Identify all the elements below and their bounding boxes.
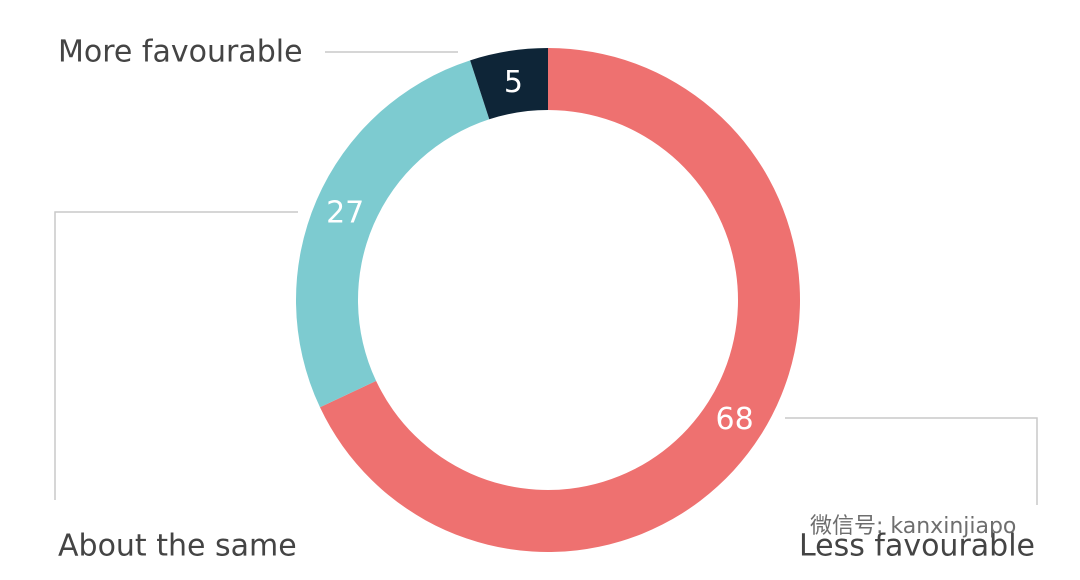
leader-line	[785, 417, 1038, 505]
category-label: Less favourable	[799, 529, 1035, 564]
donut-segment	[295, 60, 490, 408]
category-label: More favourable	[58, 35, 303, 70]
leader-line	[54, 211, 298, 500]
donut-segment	[470, 48, 548, 120]
value-label: 27	[326, 196, 364, 231]
category-label: About the same	[58, 529, 297, 564]
watermark: 微信号: kanxinjiapo	[810, 514, 1016, 539]
value-label: 5	[504, 65, 523, 100]
value-label: 68	[716, 402, 754, 437]
